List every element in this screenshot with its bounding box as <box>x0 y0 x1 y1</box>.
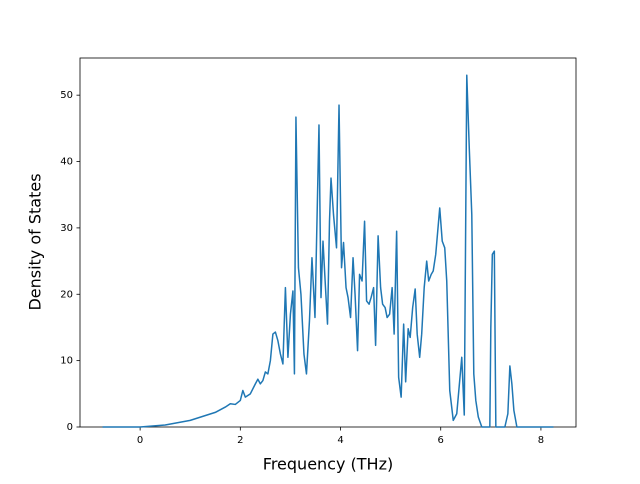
y-tick-label: 30 <box>60 223 73 234</box>
axes-frame <box>79 57 577 428</box>
y-tick-label: 40 <box>60 157 73 168</box>
x-tick-label: 2 <box>237 435 243 446</box>
x-tick-label: 6 <box>438 435 444 446</box>
x-tick-label: 4 <box>337 435 343 446</box>
x-axis-label: Frequency (THz) <box>263 455 393 474</box>
y-tick-label: 20 <box>60 289 73 300</box>
y-tick-label: 50 <box>60 90 73 101</box>
line <box>102 74 554 428</box>
x-tick-label: 0 <box>137 435 143 446</box>
y-tick-label: 10 <box>60 356 73 367</box>
x-tick-label: 8 <box>538 435 544 446</box>
y-axis-label: Density of States <box>26 173 45 310</box>
y-tick-label: 0 <box>67 422 73 433</box>
